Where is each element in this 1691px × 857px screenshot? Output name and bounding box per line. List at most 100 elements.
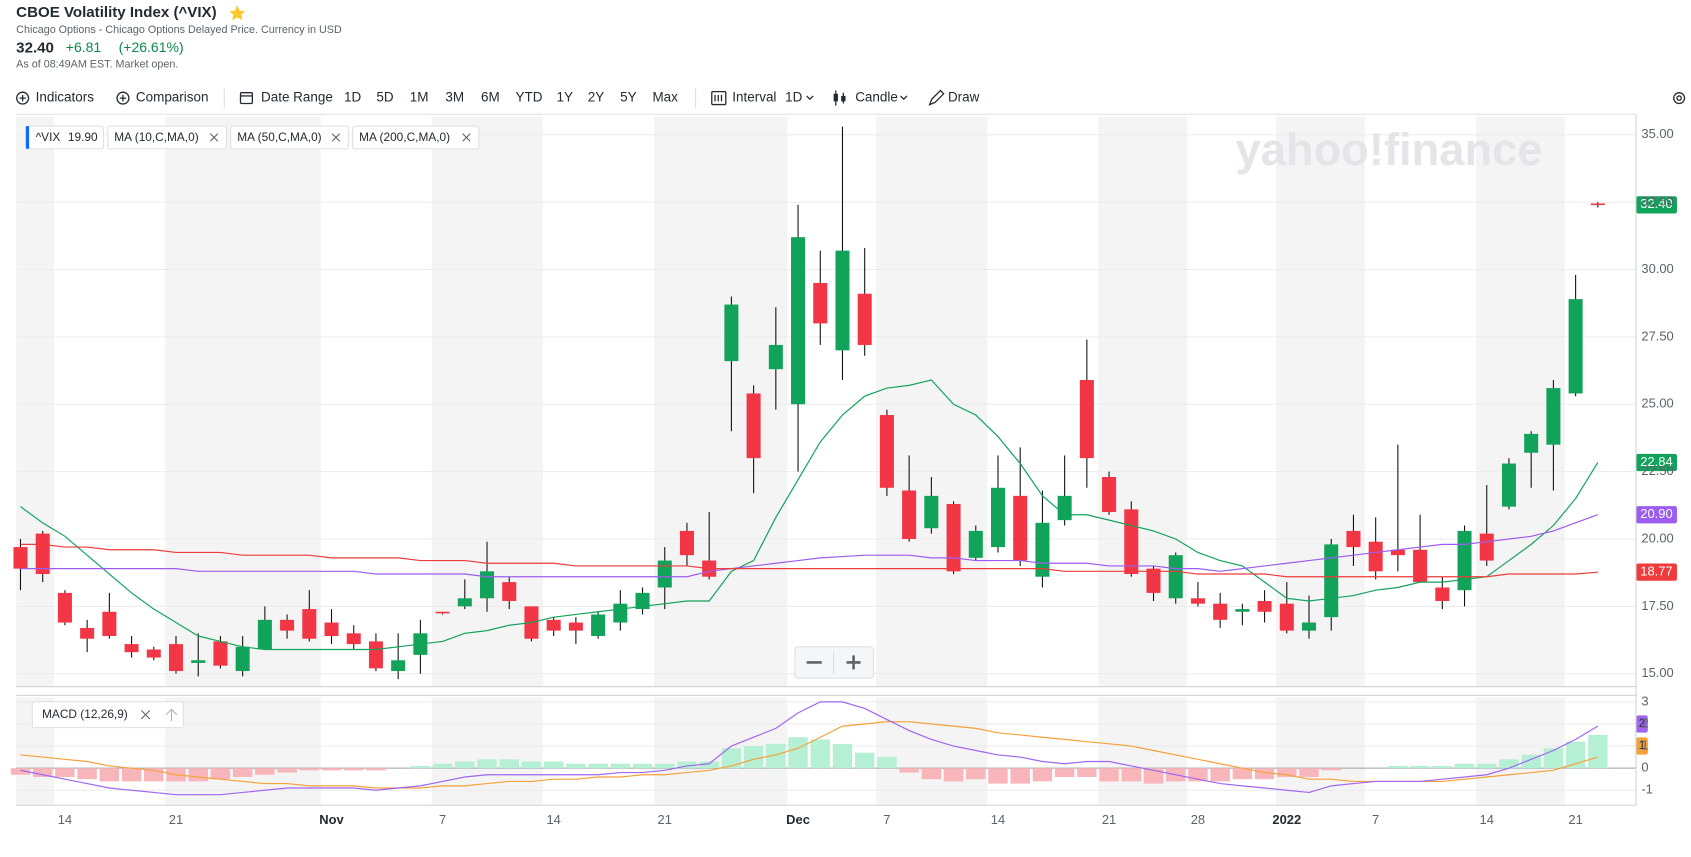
candle-body — [502, 582, 517, 601]
y-tick-label: 1 — [1641, 737, 1648, 752]
candle-body — [124, 644, 139, 653]
toolbar-item[interactable]: 5Y — [620, 90, 636, 105]
macd-histogram-bar — [1499, 759, 1519, 769]
macd-histogram-bar — [1032, 768, 1053, 782]
macd-histogram-bar — [321, 768, 342, 771]
macd-histogram-bar — [410, 765, 431, 769]
price-badge-label: 22.84 — [1640, 454, 1672, 469]
toolbar: Indicators Comparison Date Range 1D 5D 1M 3M 6M… — [36, 90, 980, 105]
candle-body — [146, 649, 161, 658]
candle-body — [102, 611, 117, 637]
zoom-in[interactable] — [846, 655, 861, 670]
toolbar-item[interactable]: 1D — [785, 90, 802, 105]
candle-body — [724, 304, 739, 362]
week-band — [431, 697, 543, 806]
settings-icon[interactable] — [1673, 92, 1686, 105]
macd-histogram-bar — [1143, 768, 1164, 784]
x-tick-label: Nov — [319, 812, 344, 827]
toolbar-item[interactable]: Comparison — [136, 90, 209, 105]
legend-chip[interactable] — [230, 125, 349, 150]
macd-histogram-bar — [232, 768, 253, 777]
macd-histogram-bar — [366, 768, 386, 771]
macd-histogram-bar — [1565, 741, 1586, 769]
toolbar-item[interactable]: 5D — [376, 90, 393, 105]
signal-line — [20, 721, 1598, 789]
price-badge — [1635, 563, 1677, 581]
candle-body — [35, 533, 50, 575]
macd-histogram-bar — [1477, 763, 1497, 769]
remove-icon[interactable] — [209, 133, 219, 142]
candle-body — [1235, 609, 1250, 612]
macd-histogram-bar — [1232, 768, 1253, 780]
candle-body — [879, 415, 894, 488]
toolbar-item[interactable]: Draw — [948, 90, 980, 105]
toolbar-item[interactable]: Interval — [732, 90, 776, 105]
candle-body — [657, 560, 672, 588]
toolbar-item[interactable]: 2Y — [588, 90, 604, 105]
x-tick-label: 7 — [1372, 812, 1379, 827]
legend-entry: MA (200,C,MA,0) — [359, 130, 450, 144]
macd-histogram-bar — [33, 768, 53, 777]
y-tick-label: -1 — [1641, 782, 1653, 797]
week-band — [1276, 697, 1365, 806]
candle-body — [591, 614, 606, 637]
legend-chip-accent — [25, 126, 30, 149]
moving-average-line — [20, 543, 1598, 578]
move-icon[interactable] — [165, 708, 178, 722]
macd-badge-label: 1 — [1639, 738, 1646, 752]
candle-body — [1079, 379, 1094, 459]
candle-body — [990, 487, 1006, 548]
candle-body — [346, 633, 361, 645]
toolbar-item[interactable]: 1Y — [556, 90, 572, 105]
x-tick-label: 21 — [1568, 812, 1582, 827]
macd-histogram-bar — [1210, 768, 1230, 782]
y-tick-label: 15.00 — [1641, 665, 1673, 680]
macd-legend-chip[interactable] — [31, 701, 184, 729]
candle-body — [1390, 549, 1405, 556]
candle-body — [968, 530, 983, 558]
toolbar-item[interactable]: Max — [652, 90, 678, 105]
macd-histogram-bar — [210, 768, 231, 780]
remove-icon[interactable] — [140, 710, 151, 720]
candle-body — [1324, 544, 1339, 618]
candle-body — [613, 603, 628, 623]
macd-histogram-bar — [255, 768, 275, 775]
remove-icon[interactable] — [331, 133, 341, 142]
toolbar-item[interactable]: 1M — [410, 90, 429, 105]
y-tick-label: 25.00 — [1641, 396, 1673, 411]
macd-histogram-bar — [766, 743, 786, 769]
watchlist-star[interactable] — [229, 5, 246, 21]
toolbar-item[interactable]: YTD — [515, 90, 542, 105]
remove-icon[interactable] — [462, 133, 471, 142]
toolbar-item[interactable]: Indicators — [36, 90, 95, 105]
zoom-controls — [794, 646, 875, 679]
candle-body — [546, 619, 561, 631]
x-tick-label: 21 — [658, 812, 672, 827]
candle-body — [435, 611, 450, 614]
y-tick-label: 35.00 — [1641, 126, 1673, 141]
toolbar-item[interactable]: 3M — [445, 90, 464, 105]
toolbar-item[interactable]: Date Range — [261, 90, 333, 105]
candle-body — [57, 592, 72, 623]
candle-body — [1124, 509, 1139, 575]
macd-histogram-bar — [743, 746, 764, 769]
macd-histogram-bar — [121, 768, 142, 782]
macd-histogram-bar — [344, 768, 364, 771]
toolbar-item[interactable]: 6M — [481, 90, 500, 105]
x-tick-label: 7 — [883, 812, 890, 827]
macd-histogram-bar — [455, 761, 475, 769]
toolbar-item[interactable]: 1D — [344, 90, 361, 105]
calendar-icon — [239, 92, 254, 105]
legend-chip[interactable] — [352, 125, 480, 150]
week-band — [1098, 697, 1188, 806]
candle-body — [368, 641, 383, 669]
toolbar-item[interactable]: Candle — [855, 90, 898, 105]
y-tick-label: 30.00 — [1641, 261, 1673, 276]
draw-icon — [928, 89, 945, 106]
macd-histogram-bar — [832, 743, 853, 769]
macd-histogram-bar — [277, 768, 297, 773]
macd-histogram-bar — [810, 739, 830, 769]
candle-body — [791, 237, 806, 405]
legend-chip[interactable] — [107, 125, 228, 150]
